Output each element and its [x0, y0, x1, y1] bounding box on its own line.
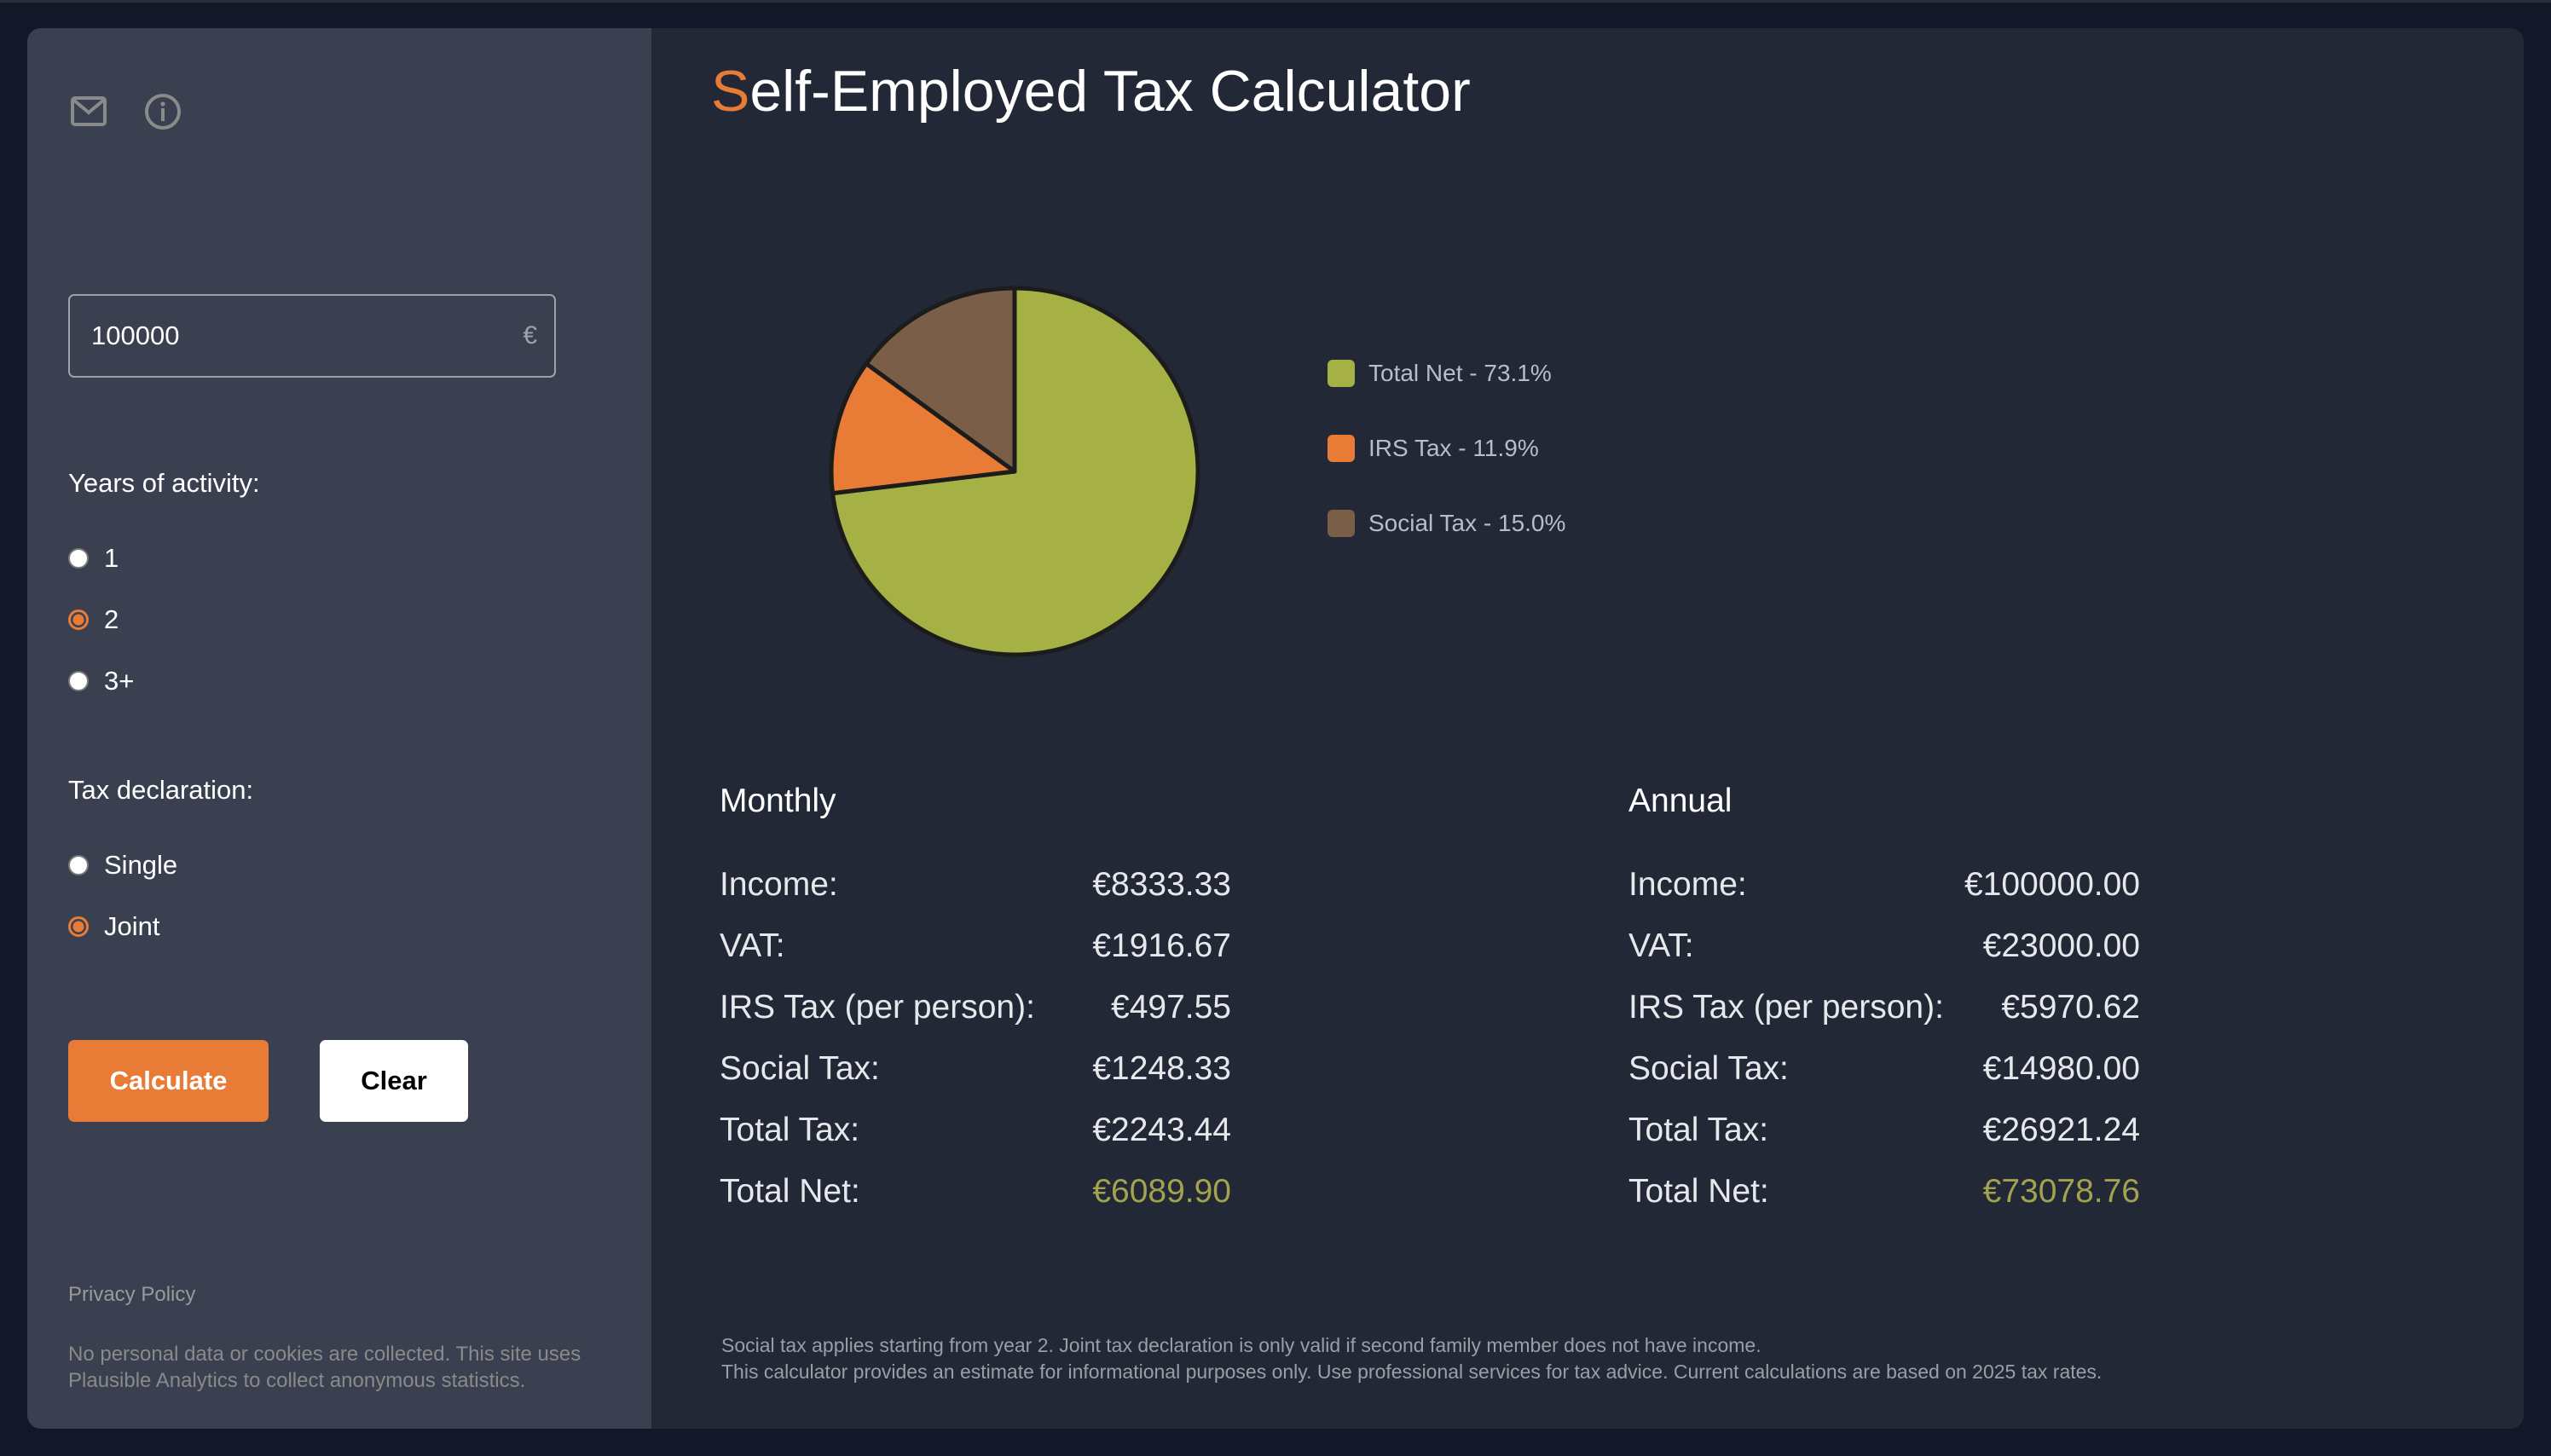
radio-button[interactable]: [68, 548, 89, 569]
legend-swatch: [1328, 510, 1355, 537]
row-label: VAT:: [1628, 927, 1694, 964]
row-label: IRS Tax (per person):: [720, 989, 1035, 1026]
result-row: Social Tax: €1248.33: [720, 1038, 1231, 1100]
footnote: Social tax applies starting from year 2.…: [721, 1332, 2102, 1385]
row-label: VAT:: [720, 927, 785, 964]
result-row: VAT: €23000.00: [1628, 916, 2140, 977]
radio-button[interactable]: [68, 855, 89, 875]
row-value: €497.55: [1111, 989, 1231, 1026]
row-label: Income:: [1628, 866, 1747, 903]
row-label: Total Net:: [1628, 1173, 1769, 1210]
radio-declaration-joint[interactable]: Joint: [68, 911, 159, 942]
row-label: Total Net:: [720, 1173, 860, 1210]
row-label: Social Tax:: [720, 1050, 880, 1087]
main-panel: [651, 28, 2524, 1429]
title-text: elf-Employed Tax Calculator: [749, 59, 1471, 124]
privacy-note: No personal data or cookies are collecte…: [68, 1343, 581, 1392]
income-input[interactable]: [70, 296, 554, 376]
pie-chart: [829, 286, 1200, 657]
years-label: Years of activity:: [68, 468, 260, 498]
window-top-edge: [0, 0, 2551, 3]
radio-label: 2: [104, 604, 119, 634]
row-value: €1248.33: [1092, 1050, 1231, 1087]
row-label: IRS Tax (per person):: [1628, 989, 1944, 1026]
row-label: Total Tax:: [720, 1112, 860, 1148]
row-value-net: €6089.90: [1092, 1173, 1231, 1210]
result-row-net: Total Net: €6089.90: [720, 1161, 1231, 1222]
chart-legend: Total Net - 73.1% IRS Tax - 11.9% Social…: [1328, 358, 1565, 583]
radio-label: 3+: [104, 666, 135, 696]
radio-declaration-single[interactable]: Single: [68, 850, 177, 881]
legend-item: Total Net - 73.1%: [1328, 358, 1565, 389]
result-row: VAT: €1916.67: [720, 916, 1231, 977]
pie-slice-social-tax: [864, 286, 1017, 474]
row-label: Total Tax:: [1628, 1112, 1769, 1148]
annual-results: Annual Income: €100000.00 VAT: €23000.00 I…: [1628, 783, 2140, 1222]
row-value: €26921.24: [1982, 1112, 2140, 1148]
radio-button[interactable]: [68, 671, 89, 691]
radio-label: 1: [104, 543, 119, 573]
sidebar: € Years of activity: 1 2 3+ Tax declarat…: [27, 28, 651, 1429]
row-value: €1916.67: [1092, 927, 1231, 964]
pie-slice-irs-tax: [829, 361, 1017, 496]
euro-icon: €: [523, 321, 537, 350]
radio-label: Joint: [104, 911, 160, 941]
calculator-card: € Years of activity: 1 2 3+ Tax declarat…: [27, 28, 2524, 1429]
result-row: IRS Tax (per person): €5970.62: [1628, 977, 2140, 1038]
result-row: Income: €100000.00: [1628, 854, 2140, 916]
title-accent-letter: S: [711, 59, 750, 124]
radio-button[interactable]: [68, 610, 89, 630]
row-value: €2243.44: [1092, 1112, 1231, 1148]
declaration-label: Tax declaration:: [68, 775, 254, 805]
radio-years-1[interactable]: 1: [68, 543, 119, 574]
radio-label: Single: [104, 850, 178, 880]
row-label: Social Tax:: [1628, 1050, 1789, 1087]
monthly-heading: Monthly: [720, 783, 836, 819]
income-input-field[interactable]: €: [68, 294, 556, 378]
info-icon[interactable]: [143, 92, 182, 131]
annual-heading: Annual: [1628, 783, 1732, 819]
legend-swatch: [1328, 435, 1355, 462]
calculate-button[interactable]: Calculate: [68, 1040, 269, 1122]
row-value-net: €73078.76: [1982, 1173, 2140, 1210]
result-row: Social Tax: €14980.00: [1628, 1038, 2140, 1100]
clear-button[interactable]: Clear: [320, 1040, 468, 1122]
radio-button[interactable]: [68, 916, 89, 937]
legend-label: Total Net - 73.1%: [1368, 360, 1552, 386]
radio-years-3plus[interactable]: 3+: [68, 666, 134, 696]
row-value: €23000.00: [1982, 927, 2140, 964]
page-title: Self-Employed Tax Calculator: [711, 58, 1471, 124]
legend-item: Social Tax - 15.0%: [1328, 508, 1565, 539]
row-value: €14980.00: [1982, 1050, 2140, 1087]
legend-label: Social Tax - 15.0%: [1368, 510, 1566, 536]
footnote-line: Social tax applies starting from year 2.…: [721, 1334, 1761, 1356]
row-value: €8333.33: [1092, 866, 1231, 903]
result-row: Total Tax: €2243.44: [720, 1100, 1231, 1161]
legend-swatch: [1328, 360, 1355, 387]
legend-label: IRS Tax - 11.9%: [1368, 435, 1539, 461]
result-row: Total Tax: €26921.24: [1628, 1100, 2140, 1161]
row-label: Income:: [720, 866, 838, 903]
result-row: IRS Tax (per person): €497.55: [720, 977, 1231, 1038]
monthly-results: Monthly Income: €8333.33 VAT: €1916.67 IRS…: [720, 783, 1231, 1222]
privacy-policy-link[interactable]: Privacy Policy: [68, 1283, 196, 1306]
legend-item: IRS Tax - 11.9%: [1328, 433, 1565, 464]
row-value: €100000.00: [1964, 866, 2140, 903]
result-row: Income: €8333.33: [720, 854, 1231, 916]
mail-icon[interactable]: [70, 95, 107, 129]
row-value: €5970.62: [2001, 989, 2140, 1026]
footnote-line: This calculator provides an estimate for…: [721, 1361, 2103, 1383]
radio-years-2[interactable]: 2: [68, 604, 119, 635]
result-row-net: Total Net: €73078.76: [1628, 1161, 2140, 1222]
